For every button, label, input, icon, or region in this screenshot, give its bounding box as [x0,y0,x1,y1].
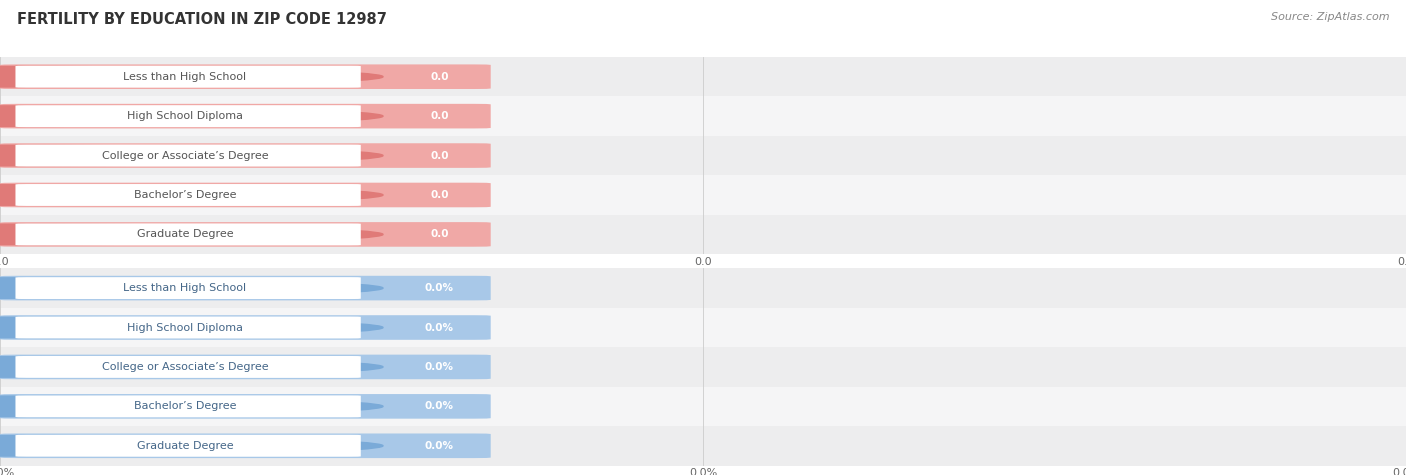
FancyBboxPatch shape [15,395,361,418]
Text: 0.0: 0.0 [430,151,449,161]
FancyBboxPatch shape [0,222,491,247]
Text: Graduate Degree: Graduate Degree [136,229,233,239]
Text: College or Associate’s Degree: College or Associate’s Degree [101,151,269,161]
Circle shape [0,106,382,126]
Text: High School Diploma: High School Diploma [127,323,243,332]
Text: 0.0: 0.0 [430,72,449,82]
Bar [0,387,1406,426]
Bar [0,96,1406,136]
Bar [0,215,1406,254]
Circle shape [0,396,382,417]
FancyBboxPatch shape [15,277,361,299]
Text: Bachelor’s Degree: Bachelor’s Degree [134,401,236,411]
Bar [0,308,1406,347]
FancyBboxPatch shape [15,435,361,457]
FancyBboxPatch shape [0,355,491,379]
Bar [0,57,1406,96]
Bar [0,268,1406,308]
FancyBboxPatch shape [0,104,491,128]
Text: 0.0%: 0.0% [425,401,454,411]
Circle shape [0,317,382,338]
Bar [0,136,1406,175]
FancyBboxPatch shape [0,394,491,418]
Text: 0.0%: 0.0% [425,362,454,372]
Text: High School Diploma: High School Diploma [127,111,243,121]
FancyBboxPatch shape [0,434,491,458]
Text: Less than High School: Less than High School [124,283,246,293]
FancyBboxPatch shape [15,356,361,378]
FancyBboxPatch shape [0,276,491,300]
Text: 0.0%: 0.0% [425,441,454,451]
Text: Source: ZipAtlas.com: Source: ZipAtlas.com [1271,12,1389,22]
Circle shape [0,436,382,456]
Text: FERTILITY BY EDUCATION IN ZIP CODE 12987: FERTILITY BY EDUCATION IN ZIP CODE 12987 [17,12,387,27]
FancyBboxPatch shape [0,183,491,207]
Text: 0.0: 0.0 [430,190,449,200]
FancyBboxPatch shape [15,184,361,206]
Circle shape [0,224,382,245]
Text: 0.0%: 0.0% [425,323,454,332]
FancyBboxPatch shape [0,143,491,168]
Bar [0,426,1406,466]
Text: 0.0: 0.0 [430,229,449,239]
FancyBboxPatch shape [0,65,491,89]
Circle shape [0,66,382,87]
Circle shape [0,278,382,298]
Circle shape [0,357,382,377]
Bar [0,175,1406,215]
Text: College or Associate’s Degree: College or Associate’s Degree [101,362,269,372]
Text: Bachelor’s Degree: Bachelor’s Degree [134,190,236,200]
FancyBboxPatch shape [15,316,361,339]
FancyBboxPatch shape [15,223,361,246]
Bar [0,347,1406,387]
Circle shape [0,145,382,166]
Text: 0.0: 0.0 [430,111,449,121]
Text: 0.0%: 0.0% [425,283,454,293]
Text: Graduate Degree: Graduate Degree [136,441,233,451]
Circle shape [0,185,382,205]
FancyBboxPatch shape [15,144,361,167]
FancyBboxPatch shape [15,66,361,88]
FancyBboxPatch shape [0,315,491,340]
FancyBboxPatch shape [15,105,361,127]
Text: Less than High School: Less than High School [124,72,246,82]
